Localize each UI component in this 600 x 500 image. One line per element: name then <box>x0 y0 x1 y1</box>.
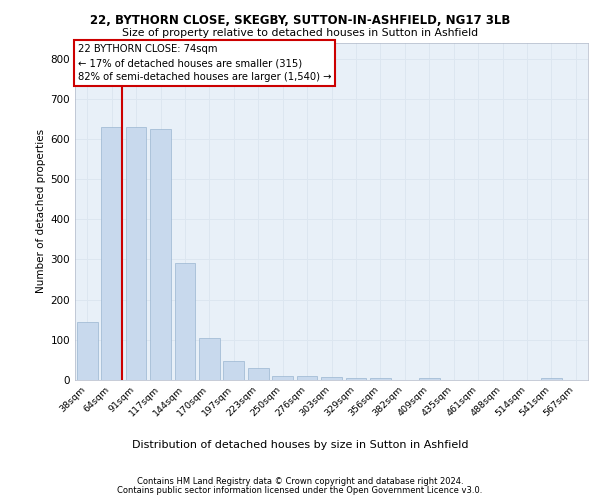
Bar <box>346 378 367 380</box>
Y-axis label: Number of detached properties: Number of detached properties <box>37 129 46 294</box>
Bar <box>77 322 98 380</box>
Bar <box>150 129 171 380</box>
Text: Distribution of detached houses by size in Sutton in Ashfield: Distribution of detached houses by size … <box>132 440 468 450</box>
Bar <box>223 360 244 380</box>
Text: Contains public sector information licensed under the Open Government Licence v3: Contains public sector information licen… <box>118 486 482 495</box>
Bar <box>101 127 122 380</box>
Bar <box>248 368 269 380</box>
Text: Size of property relative to detached houses in Sutton in Ashfield: Size of property relative to detached ho… <box>122 28 478 38</box>
Bar <box>125 127 146 380</box>
Bar <box>370 378 391 380</box>
Bar <box>321 377 342 380</box>
Text: 22, BYTHORN CLOSE, SKEGBY, SUTTON-IN-ASHFIELD, NG17 3LB: 22, BYTHORN CLOSE, SKEGBY, SUTTON-IN-ASH… <box>90 14 510 27</box>
Bar <box>199 338 220 380</box>
Bar <box>419 378 440 380</box>
Bar <box>541 378 562 380</box>
Bar <box>296 376 317 380</box>
Text: 22 BYTHORN CLOSE: 74sqm
← 17% of detached houses are smaller (315)
82% of semi-d: 22 BYTHORN CLOSE: 74sqm ← 17% of detache… <box>77 44 331 82</box>
Bar <box>272 376 293 380</box>
Bar <box>175 264 196 380</box>
Text: Contains HM Land Registry data © Crown copyright and database right 2024.: Contains HM Land Registry data © Crown c… <box>137 477 463 486</box>
